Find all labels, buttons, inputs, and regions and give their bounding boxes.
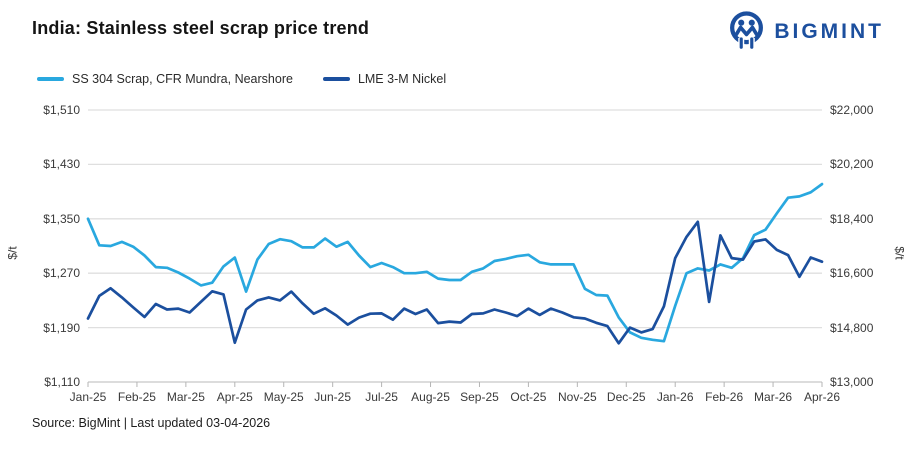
y-axis-label-right: $14,800 bbox=[830, 320, 874, 335]
y-axis-label-right: $22,000 bbox=[830, 103, 874, 117]
y-axis-label-left: $1,350 bbox=[43, 211, 80, 226]
x-axis-label: Jan-26 bbox=[656, 390, 694, 404]
y-axis-label-left: $1,270 bbox=[43, 266, 80, 281]
x-axis-label: Nov-25 bbox=[557, 390, 597, 404]
left-axis-labels: $1,510 $1,430 $1,350 $1,270 $1,190 $1,110 bbox=[24, 103, 80, 389]
y-axis-label-left: $1,430 bbox=[43, 157, 80, 172]
y-axis-label-right: $13,000 bbox=[830, 375, 874, 389]
y-axis-label-right: $18,400 bbox=[830, 211, 874, 226]
source-note: Source: BigMint | Last updated 03-04-202… bbox=[32, 416, 271, 430]
bigmint-logo-text: BIGMINT bbox=[774, 19, 884, 43]
legend-swatch bbox=[37, 77, 64, 81]
legend-label: LME 3-M Nickel bbox=[357, 72, 447, 86]
x-axis-label: Feb-25 bbox=[117, 390, 156, 404]
series-line-ss304-scrap bbox=[86, 182, 824, 343]
legend-label: SS 304 Scrap, CFR Mundra, Nearshore bbox=[72, 72, 293, 86]
y-axis-label-left: $1,190 bbox=[43, 320, 80, 335]
y-axis-label-left: $1,110 bbox=[44, 375, 80, 389]
x-axis-label: May-25 bbox=[263, 390, 304, 404]
bigmint-logo-icon bbox=[730, 11, 764, 49]
x-axis-label: Jun-25 bbox=[314, 390, 352, 404]
chart-canvas bbox=[86, 109, 824, 387]
legend-item: SS 304 Scrap, CFR Mundra, Nearshore bbox=[37, 72, 293, 86]
x-axis-label: Mar-26 bbox=[754, 390, 793, 404]
x-axis-label: Sep-25 bbox=[460, 390, 499, 404]
x-axis-label: Aug-25 bbox=[411, 390, 450, 404]
legend-item: LME 3-M Nickel bbox=[322, 72, 447, 86]
right-axis-labels: $22,000 $20,200 $18,400 $16,600 $14,800 $13,0… bbox=[830, 103, 890, 389]
left-axis-title: $/t bbox=[5, 246, 20, 260]
legend-swatch bbox=[322, 77, 350, 81]
y-axis-label-right: $16,600 bbox=[830, 266, 874, 281]
legend: SS 304 Scrap, CFR Mundra, Nearshore LME 3… bbox=[37, 72, 476, 86]
bigmint-logo: BIGMINT bbox=[728, 10, 884, 53]
x-axis-label: Apr-25 bbox=[216, 390, 253, 404]
y-axis-label-right: $20,200 bbox=[830, 157, 874, 172]
series-line-lme-nickel bbox=[86, 220, 824, 345]
x-axis-label: Oct-25 bbox=[510, 390, 547, 404]
page-title: India: Stainless steel scrap price trend bbox=[32, 18, 370, 38]
x-axis-label: Feb-26 bbox=[705, 390, 744, 404]
x-axis-label: Jan-25 bbox=[69, 390, 107, 404]
right-axis-title: $/t bbox=[892, 246, 907, 260]
x-axis-label: Mar-25 bbox=[166, 390, 205, 404]
x-axis-label: Dec-25 bbox=[606, 390, 646, 404]
x-axis-label: Jul-25 bbox=[365, 390, 398, 404]
plot-area bbox=[86, 109, 824, 387]
y-axis-label-left: $1,510 bbox=[43, 103, 80, 117]
x-axis-label: Apr-26 bbox=[803, 390, 841, 404]
